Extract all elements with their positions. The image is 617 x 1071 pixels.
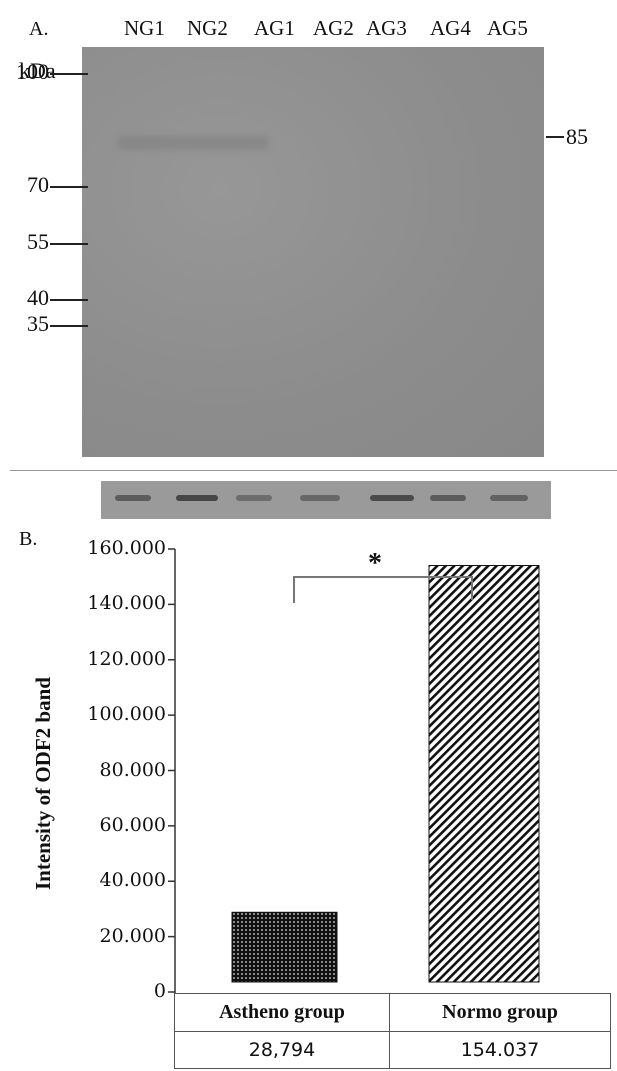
marker-label-40: 40 (27, 285, 49, 310)
marker-label-70: 70 (27, 172, 49, 197)
y-tick-label: 40.000 (99, 869, 166, 892)
bar-normo (428, 565, 540, 983)
y-tick-label: 120.000 (87, 647, 166, 670)
y-tick-label: 0 (153, 980, 166, 1002)
panel-a-label: A. (29, 18, 49, 40)
category-label-astheno: Astheno group (219, 1001, 345, 1023)
lane-label-ng1: NG1 (124, 16, 165, 40)
marker-tick-35 (50, 325, 88, 327)
lane-label-ag4: AG4 (430, 16, 471, 40)
category-label-normo: Normo group (442, 1001, 558, 1023)
marker-tick-55 (50, 243, 88, 245)
y-tick-label: 80.000 (99, 758, 166, 781)
marker-label-35: 35 (27, 311, 49, 336)
category-cell-astheno: Astheno group (174, 993, 390, 1032)
y-tick-label: 20.000 (99, 924, 166, 947)
lane-label-ag5: AG5 (487, 16, 528, 40)
loading-band-ng1 (115, 495, 151, 501)
category-cell-normo: Normo group (389, 993, 611, 1032)
panel-b-label: B. (19, 528, 38, 550)
marker-label-100: 100 (16, 59, 49, 84)
value-cell-normo: 154.037 (389, 1031, 611, 1069)
significance-bracket (293, 576, 473, 603)
value-label-astheno: 28,794 (248, 1039, 316, 1061)
y-tick-label: 160.000 (87, 537, 166, 559)
marker-tick-70 (50, 186, 88, 188)
y-tick-label: 140.000 (87, 592, 166, 615)
loading-band-ag4 (430, 495, 466, 501)
loading-band-ng2 (176, 495, 218, 501)
band-85-tick (546, 136, 564, 138)
marker-tick-100 (50, 73, 88, 75)
separator-line (10, 470, 617, 471)
loading-band-ag3 (370, 495, 414, 501)
western-blot-membrane (82, 47, 544, 457)
significance-star: * (368, 548, 382, 579)
loading-band-ag5 (490, 495, 528, 501)
marker-label-55: 55 (27, 229, 49, 254)
bar-astheno (231, 911, 338, 983)
lane-label-ag3: AG3 (366, 16, 407, 40)
band-85-label: 85 (566, 124, 588, 149)
kda-label: kDa (19, 58, 56, 83)
y-tick-label: 100.000 (87, 703, 166, 726)
faint-85kda-band (118, 136, 268, 150)
y-tick-label: 60.000 (99, 813, 166, 836)
value-label-normo: 154.037 (460, 1039, 540, 1061)
lane-label-ag2: AG2 (313, 16, 354, 40)
lane-label-ag1: AG1 (254, 16, 295, 40)
marker-tick-40 (50, 299, 88, 301)
lane-label-ng2: NG2 (187, 16, 228, 40)
loading-band-ag2 (300, 495, 340, 501)
loading-band-ag1 (236, 495, 272, 501)
value-cell-astheno: 28,794 (174, 1031, 390, 1069)
